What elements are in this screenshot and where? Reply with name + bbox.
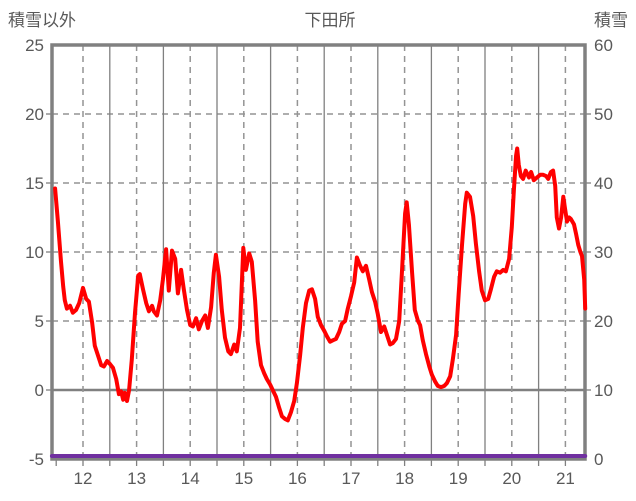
x-axis-tick-label: 15 [234, 469, 253, 488]
right-axis-tick-label: 10 [594, 381, 613, 400]
x-axis-tick-label: 19 [449, 469, 468, 488]
x-axis-tick-label: 21 [556, 469, 575, 488]
page-title: 下田所 [304, 11, 356, 30]
left-axis-tick-label: 5 [35, 312, 44, 331]
x-axis-tick-label: 16 [288, 469, 307, 488]
right-axis-tick-label: 50 [594, 105, 613, 124]
x-axis-tick-label: 14 [181, 469, 200, 488]
series-line-other-than-snow [53, 146, 588, 423]
left-axis-tick-label: 10 [25, 243, 44, 262]
right-axis-tick-label: 20 [594, 312, 613, 331]
left-axis-tick-label: 15 [25, 174, 44, 193]
x-axis-tick-label: 12 [74, 469, 93, 488]
right-axis-tick-label: 30 [594, 243, 613, 262]
left-axis-title: 積雪以外 [8, 11, 76, 30]
right-axis-tick-label: 60 [594, 36, 613, 55]
right-axis-tick-label: 40 [594, 174, 613, 193]
left-axis-tick-label: 25 [25, 36, 44, 55]
left-axis-tick-label: 0 [35, 381, 44, 400]
right-axis-title: 積雪 [594, 11, 628, 30]
right-axis-tick-label: 0 [594, 450, 603, 469]
x-axis-tick-label: 20 [502, 469, 521, 488]
left-axis-tick-label: -5 [29, 450, 44, 469]
x-axis-tick-label: 18 [395, 469, 414, 488]
x-axis-tick-label: 17 [342, 469, 361, 488]
x-axis-tick-label: 13 [127, 469, 146, 488]
left-axis-tick-label: 20 [25, 105, 44, 124]
